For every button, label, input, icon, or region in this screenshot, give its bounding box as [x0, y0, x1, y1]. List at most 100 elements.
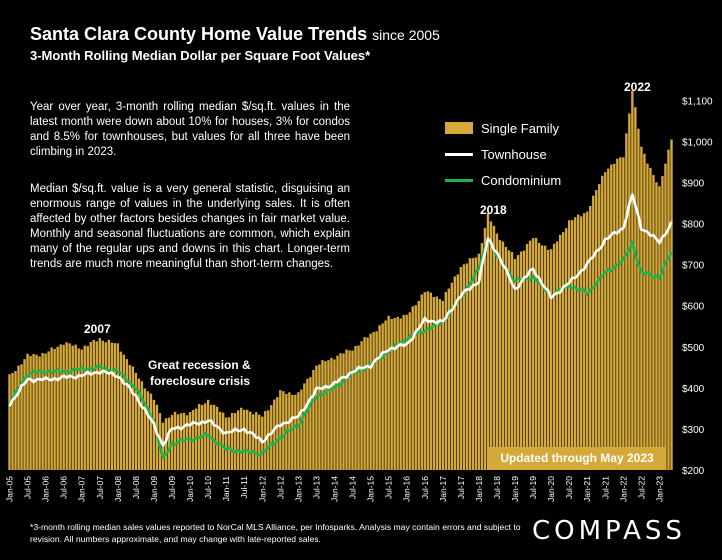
single-family-bar	[564, 228, 568, 470]
x-tick-label: Jul-16	[420, 476, 430, 499]
single-family-bar	[625, 133, 628, 471]
single-family-bar	[658, 186, 661, 470]
single-family-bar	[128, 365, 132, 470]
compass-logo: COMPASS	[532, 516, 686, 546]
single-family-bar	[468, 258, 472, 470]
single-family-bar	[134, 372, 138, 470]
single-family-bar	[50, 347, 53, 470]
single-family-bar	[240, 407, 243, 470]
single-family-bar	[131, 366, 135, 470]
legend-item-townhouse: Townhouse	[445, 141, 561, 167]
x-tick-label: Jul-14	[348, 476, 358, 499]
single-family-bar	[95, 341, 98, 470]
single-family-bar	[188, 411, 192, 470]
single-family-bar	[561, 232, 565, 470]
x-tick-label: Jan-23	[655, 476, 665, 502]
y-tick-label: $700	[682, 261, 705, 272]
methodology-note: Median $/sq.ft. value is a very general …	[30, 183, 350, 270]
x-tick-label: Jul-18	[492, 476, 502, 499]
single-family-bar	[390, 318, 393, 470]
single-family-bar	[146, 391, 150, 470]
single-family-bar	[173, 411, 177, 470]
single-family-bar	[351, 350, 354, 470]
single-family-bar	[667, 149, 670, 470]
single-family-bar	[649, 167, 652, 470]
single-family-bar	[655, 182, 658, 470]
single-family-bar	[243, 409, 246, 470]
x-tick-label: Jan-10	[185, 476, 195, 502]
x-tick-label: Jul-17	[456, 476, 466, 499]
single-family-bar	[504, 246, 508, 470]
single-family-bar	[321, 360, 324, 470]
single-family-bar	[546, 249, 550, 470]
single-family-bar	[249, 411, 252, 470]
y-tick-label: $900	[682, 179, 705, 190]
single-family-bar	[230, 412, 234, 470]
single-family-bar	[77, 348, 80, 470]
x-tick-label: Jan-06	[41, 476, 51, 502]
single-family-bar	[408, 312, 411, 470]
single-family-bar	[393, 318, 396, 470]
x-tick-label: Jul-13	[311, 476, 321, 499]
annotation-2018: 2018	[480, 203, 507, 217]
single-family-bar	[616, 158, 619, 470]
single-family-bar	[525, 244, 529, 470]
single-family-bar	[71, 345, 74, 470]
single-family-bar	[483, 228, 487, 470]
single-family-bar	[303, 383, 306, 470]
annotation-2007: 2007	[84, 322, 111, 336]
single-family-bar	[444, 292, 448, 470]
single-family-bar	[534, 237, 538, 470]
x-tick-label: Jan-21	[582, 476, 592, 502]
single-family-bar	[552, 243, 556, 470]
x-tick-label: Jul-20	[564, 476, 574, 499]
x-tick-label: Jan-08	[113, 476, 123, 502]
single-family-bar	[47, 351, 50, 470]
single-family-bar	[411, 306, 414, 470]
single-family-bar	[459, 267, 463, 470]
single-family-bar	[282, 391, 285, 470]
single-family-bar	[577, 214, 580, 470]
single-family-bar	[342, 353, 345, 470]
x-tick-label: Jan-18	[474, 476, 484, 502]
single-family-bar	[98, 338, 101, 470]
single-family-bar	[387, 315, 390, 470]
single-family-bar	[432, 296, 435, 470]
single-family-bar	[246, 409, 249, 470]
single-family-bar	[312, 369, 315, 470]
single-family-bar	[670, 139, 673, 470]
single-family-bar	[309, 377, 312, 470]
townhouse-line	[8, 193, 673, 447]
single-family-bar	[38, 356, 41, 470]
x-tick-label: Jul-19	[528, 476, 538, 499]
single-family-bar	[613, 163, 616, 470]
legend-swatch-single-family	[445, 122, 473, 134]
single-family-bar	[583, 213, 586, 470]
single-family-bar	[586, 211, 589, 470]
x-tick-label: Jul-05	[23, 476, 33, 499]
x-tick-label: Jan-16	[402, 476, 412, 502]
single-family-bar	[291, 394, 294, 470]
y-tick-label: $300	[682, 425, 705, 436]
single-family-bar	[152, 399, 156, 470]
single-family-bar	[8, 374, 11, 470]
x-tick-label: Jul-08	[131, 476, 141, 499]
single-family-bar	[236, 410, 240, 470]
single-family-bar	[516, 254, 520, 470]
footnote: *3-month rolling median sales values rep…	[30, 522, 521, 544]
x-tick-label: Jan-13	[293, 476, 303, 502]
single-family-bar	[414, 305, 417, 470]
single-family-bar	[595, 190, 598, 470]
single-family-bar	[471, 258, 475, 470]
single-family-bar	[405, 314, 408, 470]
single-family-bar	[369, 333, 372, 470]
single-family-bar	[233, 413, 237, 470]
single-family-bar	[396, 316, 399, 470]
single-family-bar	[426, 291, 429, 470]
single-family-bar	[450, 282, 454, 470]
single-family-bar	[26, 353, 29, 470]
single-family-bar	[652, 175, 655, 470]
x-tick-label: Jul-10	[203, 476, 213, 499]
single-family-bar	[179, 413, 183, 470]
legend-item-single-family: Single Family	[445, 115, 561, 141]
